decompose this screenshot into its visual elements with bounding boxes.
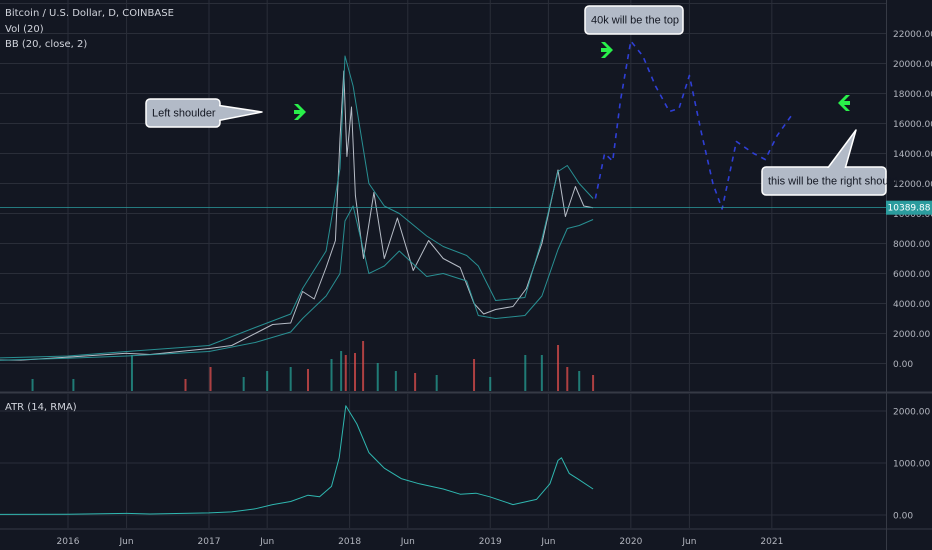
price-tick-label: 0.00 bbox=[893, 360, 913, 370]
series-bb-upper bbox=[0, 55, 594, 359]
time-tick-label: 2017 bbox=[198, 537, 221, 547]
volume-bar-8 bbox=[266, 371, 269, 391]
time-tick-label: 2018 bbox=[338, 537, 361, 547]
arrow-shaft bbox=[601, 48, 609, 52]
price-tick-label: 6000.00 bbox=[893, 270, 930, 280]
arrow-top-icon[interactable] bbox=[601, 42, 613, 58]
volume-bar-27 bbox=[592, 375, 595, 391]
price-series bbox=[0, 40, 886, 361]
price-tick-label: 16000.00 bbox=[893, 120, 932, 130]
volume-bar-6 bbox=[209, 367, 212, 391]
series-close bbox=[0, 70, 594, 361]
atr-tick-label: 1000.00 bbox=[893, 460, 930, 470]
arrow-head bbox=[601, 42, 613, 58]
price-tick-label: 2000.00 bbox=[893, 330, 930, 340]
price-tick-label: 8000.00 bbox=[893, 240, 930, 250]
volume-bar-4 bbox=[130, 355, 133, 391]
atr-axis[interactable]: 0.00 1000.00 2000.00 bbox=[893, 408, 930, 522]
volume-bar-16 bbox=[376, 363, 379, 391]
callout-fill bbox=[147, 100, 219, 126]
atr-tick-label: 0.00 bbox=[893, 512, 913, 522]
time-axis[interactable]: 2016 Jun 2017 Jun 2018 Jun 2019 Jun 2020 Jun 2021 bbox=[57, 537, 784, 547]
atr-series bbox=[0, 405, 594, 515]
volume-bar-21 bbox=[489, 377, 492, 391]
volume-bar-2 bbox=[31, 379, 34, 391]
time-tick-label: 2021 bbox=[760, 537, 783, 547]
time-tick-label: 2016 bbox=[57, 537, 80, 547]
volume-bar-15 bbox=[362, 341, 365, 391]
callout-fill bbox=[763, 168, 885, 194]
last-price-badge bbox=[886, 200, 932, 215]
callout-box bbox=[584, 5, 684, 35]
volume-bar-11 bbox=[330, 359, 333, 391]
time-tick-label: Jun bbox=[259, 537, 274, 547]
volume-bar-19 bbox=[435, 375, 438, 391]
arrow-left-shoulder-icon[interactable] bbox=[294, 104, 306, 120]
price-tick-label: 12000.00 bbox=[893, 180, 932, 190]
callout-text: this will be the right should bbox=[768, 176, 897, 188]
volume-bar-23 bbox=[540, 355, 543, 391]
callout-pointer bbox=[215, 104, 263, 122]
volume-bar-5 bbox=[184, 379, 187, 391]
volume-bar-13 bbox=[344, 355, 347, 391]
price-tick-label: 22000.00 bbox=[893, 30, 932, 40]
volume-bar-20 bbox=[473, 359, 476, 391]
series-bb-lower bbox=[0, 205, 594, 361]
volume-legend[interactable]: Vol (20) bbox=[5, 24, 44, 35]
volume-bar-7 bbox=[242, 377, 245, 391]
time-tick-label: Jun bbox=[681, 537, 696, 547]
volume-bar-10 bbox=[307, 369, 310, 391]
volume-bars bbox=[31, 341, 595, 391]
bollinger-legend[interactable]: BB (20, close, 2) bbox=[5, 39, 88, 50]
callout-text: 40k will be the top bbox=[591, 15, 679, 27]
drawing-annotations[interactable]: Left shoulder 40k will be the top this wil… bbox=[145, 5, 897, 196]
price-tick-label: 20000.00 bbox=[893, 60, 932, 70]
series-projection bbox=[594, 40, 792, 210]
callout-2[interactable]: 40k will be the top bbox=[584, 5, 684, 35]
last-price-marker: 10389.88 bbox=[886, 200, 932, 215]
volume-bar-26 bbox=[578, 371, 581, 391]
price-tick-label: 4000.00 bbox=[893, 300, 930, 310]
volume-bar-12 bbox=[340, 351, 343, 391]
arrow-right-shoulder-icon[interactable] bbox=[838, 95, 850, 111]
series-atr bbox=[0, 405, 594, 515]
volume-bar-3 bbox=[72, 379, 75, 391]
time-tick-label: Jun bbox=[119, 537, 134, 547]
price-tick-label: 14000.00 bbox=[893, 150, 932, 160]
volume-bar-18 bbox=[414, 373, 417, 391]
symbol-legend[interactable]: Bitcoin / U.S. Dollar, D, COINBASE bbox=[5, 8, 174, 19]
grid-lines bbox=[0, 0, 886, 528]
callout-3[interactable]: this will be the right should bbox=[761, 129, 897, 196]
callout-text: Left shoulder bbox=[152, 108, 216, 120]
arrow-head bbox=[294, 104, 306, 120]
time-tick-label: 2019 bbox=[479, 537, 502, 547]
volume-bar-17 bbox=[394, 371, 397, 391]
callout-pointer bbox=[826, 129, 857, 170]
volume-bar-14 bbox=[354, 353, 357, 391]
price-axis[interactable]: 0.00 2000.00 4000.00 6000.00 8000.00 10000.00… bbox=[893, 30, 932, 370]
time-tick-label: Jun bbox=[400, 537, 415, 547]
arrow-head bbox=[838, 95, 850, 111]
arrow-shaft bbox=[842, 101, 850, 105]
price-tick-label: 18000.00 bbox=[893, 90, 932, 100]
time-tick-label: 2020 bbox=[619, 537, 642, 547]
arrow-shaft bbox=[294, 110, 302, 114]
volume-bar-24 bbox=[557, 345, 560, 391]
time-tick-label: Jun bbox=[540, 537, 555, 547]
volume-bar-9 bbox=[289, 367, 292, 391]
last-price-value: 10389.88 bbox=[888, 204, 931, 214]
volume-bar-25 bbox=[566, 367, 569, 391]
atr-legend[interactable]: ATR (14, RMA) bbox=[5, 402, 77, 413]
price-tick-label: 10000.00 bbox=[893, 210, 932, 220]
callout-1[interactable]: Left shoulder bbox=[145, 98, 263, 128]
atr-tick-label: 2000.00 bbox=[893, 408, 930, 418]
volume-bar-22 bbox=[524, 355, 527, 391]
